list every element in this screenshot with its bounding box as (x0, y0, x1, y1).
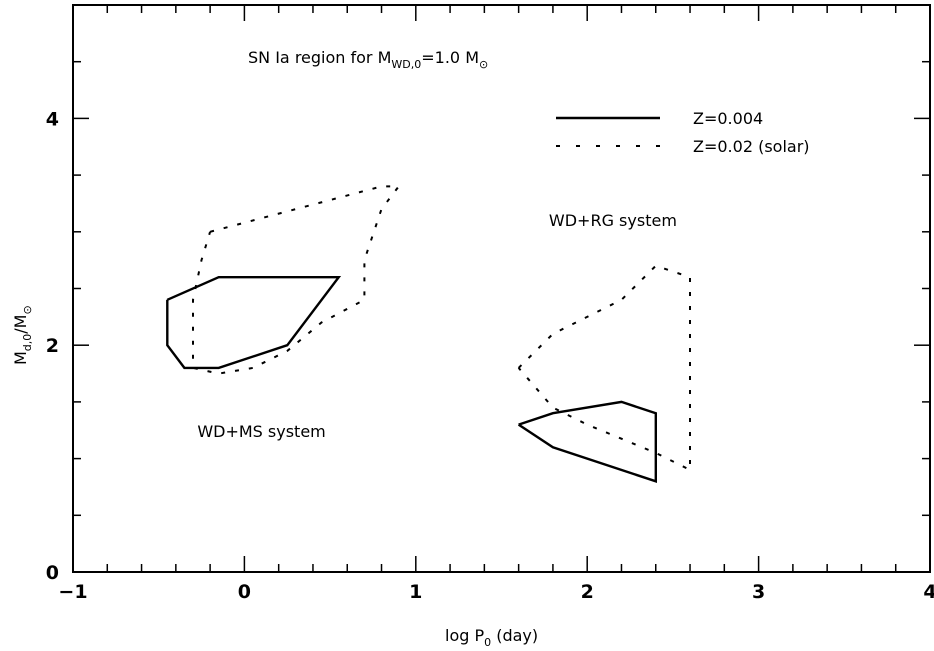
y-tick-label: 2 (46, 335, 59, 357)
x-tick-label: 2 (581, 581, 594, 603)
x-tick-label: 1 (409, 581, 422, 603)
legend: Z=0.004 Z=0.02 (solar) (556, 109, 810, 156)
chart-title: SN Ia region for MWD,0=1.0 M⊙ (248, 48, 488, 71)
legend-label: Z=0.02 (solar) (693, 137, 810, 156)
axis-ticks (72, 4, 931, 573)
legend-label: Z=0.004 (693, 109, 763, 128)
series-z0004-wd-ms (166, 276, 342, 370)
series-zsolar-wd-rg (517, 264, 691, 472)
annotations: WD+RG system WD+MS system (197, 211, 677, 441)
series-z0004-wd-rg (517, 400, 657, 483)
x-tick-label: 0 (238, 581, 251, 603)
y-tick-label: 0 (46, 562, 59, 584)
region-annotation: WD+MS system (197, 422, 325, 441)
series-layer (166, 185, 691, 483)
series-zsolar-wd-ms (192, 185, 401, 375)
x-axis-title: log P0 (day) (445, 626, 538, 649)
y-axis-title: Md,0/M⊙ (11, 305, 34, 365)
region-annotation: WD+RG system (549, 211, 677, 230)
x-tick-label: −1 (58, 581, 87, 603)
y-tick-label: 4 (46, 108, 59, 130)
x-tick-label: 3 (752, 581, 765, 603)
x-tick-label: 4 (923, 581, 934, 603)
plot-frame (72, 4, 931, 573)
